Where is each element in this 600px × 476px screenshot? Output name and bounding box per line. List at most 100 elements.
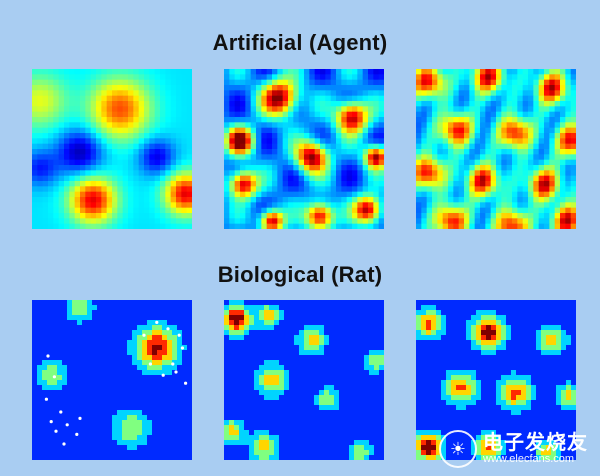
heatmap-cell	[442, 175, 449, 182]
heatmap-cell	[570, 170, 576, 177]
heatmap-cell	[176, 149, 182, 155]
heatmap-cell	[138, 159, 145, 166]
heatmap-cell	[314, 218, 321, 225]
heatmap-cell	[117, 305, 123, 311]
heatmap-cell	[137, 440, 143, 446]
heatmap-cell	[329, 355, 335, 361]
heatmap-cell	[432, 154, 438, 161]
heatmap-cell	[87, 310, 93, 316]
heatmap-cell	[85, 186, 92, 193]
heatmap-cell	[549, 138, 556, 145]
heatmap-cell	[426, 191, 433, 198]
heatmap-cell	[517, 202, 524, 209]
heatmap-cell	[374, 415, 380, 421]
heatmap-cell	[293, 101, 300, 107]
heatmap-cell	[87, 360, 93, 366]
heatmap-cell	[379, 365, 384, 371]
heatmap-cell	[304, 300, 310, 306]
heatmap-cell	[314, 400, 320, 406]
heatmap-cell	[421, 159, 428, 166]
heatmap-cell	[47, 335, 53, 341]
heatmap-cell	[437, 69, 444, 75]
heatmap-cell	[176, 122, 182, 129]
heatmap-cell	[282, 223, 289, 229]
heatmap-cell	[229, 320, 235, 326]
heatmap-cell	[294, 330, 300, 336]
heatmap-cell	[325, 159, 332, 166]
heatmap-cell	[501, 106, 508, 113]
heatmap-cell	[112, 74, 118, 81]
heatmap-cell	[490, 69, 497, 75]
heatmap-cell	[142, 410, 148, 416]
heatmap-cell	[249, 410, 255, 416]
heatmap-cell	[298, 154, 305, 161]
heatmap-cell	[165, 197, 172, 203]
heatmap-cell	[544, 143, 550, 150]
heatmap-cell	[464, 170, 470, 177]
heatmap-cell	[359, 365, 365, 371]
heatmap-cell	[469, 122, 476, 129]
heatmap-cell	[122, 74, 129, 81]
heatmap-cell	[144, 106, 150, 113]
heatmap-cell	[344, 390, 350, 396]
heatmap-cell	[62, 455, 68, 460]
heatmap-cell	[254, 395, 260, 401]
heatmap-cell	[132, 405, 138, 411]
heatmap-cell	[48, 117, 54, 123]
heatmap-cell	[90, 213, 97, 219]
heatmap-cell	[269, 340, 275, 346]
heatmap-cell	[64, 202, 70, 209]
heatmap-cell	[132, 410, 138, 416]
heatmap-cell	[64, 213, 70, 219]
heatmap-cell	[282, 79, 289, 86]
heatmap-cell	[249, 455, 255, 460]
heatmap-cell	[264, 440, 270, 446]
heatmap-cell	[349, 390, 355, 396]
heatmap-cell	[551, 320, 557, 326]
heatmap-cell	[245, 202, 252, 209]
heatmap-cell	[549, 133, 556, 139]
heatmap-cell	[277, 127, 284, 134]
heatmap-cell	[149, 191, 156, 198]
heatmap-cell	[64, 175, 70, 182]
heatmap-cell	[245, 181, 252, 187]
heatmap-cell	[106, 90, 113, 97]
heatmap-cell	[304, 170, 310, 177]
heatmap-cell	[72, 370, 78, 376]
heatmap-cell	[359, 305, 365, 311]
heatmap-cell	[282, 202, 289, 209]
heatmap-cell	[149, 106, 156, 113]
heatmap-cell	[152, 385, 158, 391]
heatmap-cell	[368, 207, 374, 214]
heatmap-cell	[57, 445, 63, 451]
heatmap-cell	[416, 79, 422, 86]
heatmap-cell	[132, 370, 138, 376]
heatmap-cell	[177, 425, 183, 431]
heatmap-cell	[369, 395, 375, 401]
heatmap-cell	[458, 101, 465, 107]
heatmap-cell	[90, 165, 97, 171]
heatmap-cell	[186, 90, 192, 97]
heatmap-cell	[346, 159, 353, 166]
heatmap-cell	[565, 111, 572, 118]
heatmap-cell	[294, 355, 300, 361]
heatmap-cell	[319, 415, 325, 421]
heatmap-cell	[282, 69, 289, 75]
heatmap-cell	[128, 186, 134, 193]
heatmap-cell	[138, 133, 145, 139]
heatmap-cell	[234, 430, 240, 436]
heatmap-cell	[501, 186, 508, 193]
heatmap-cell	[128, 181, 134, 187]
heatmap-cell	[501, 85, 508, 91]
heatmap-cell	[132, 420, 138, 426]
heatmap-cell	[244, 405, 250, 411]
heatmap-cell	[320, 143, 326, 150]
heatmap-cell	[117, 395, 123, 401]
heatmap-cell	[512, 202, 518, 209]
heatmap-cell	[96, 159, 102, 166]
heatmap-cell	[325, 122, 332, 129]
heatmap-cell	[245, 69, 252, 75]
heatmap-cell	[266, 165, 273, 171]
heatmap-cell	[87, 435, 93, 441]
heatmap-cell	[458, 213, 465, 219]
